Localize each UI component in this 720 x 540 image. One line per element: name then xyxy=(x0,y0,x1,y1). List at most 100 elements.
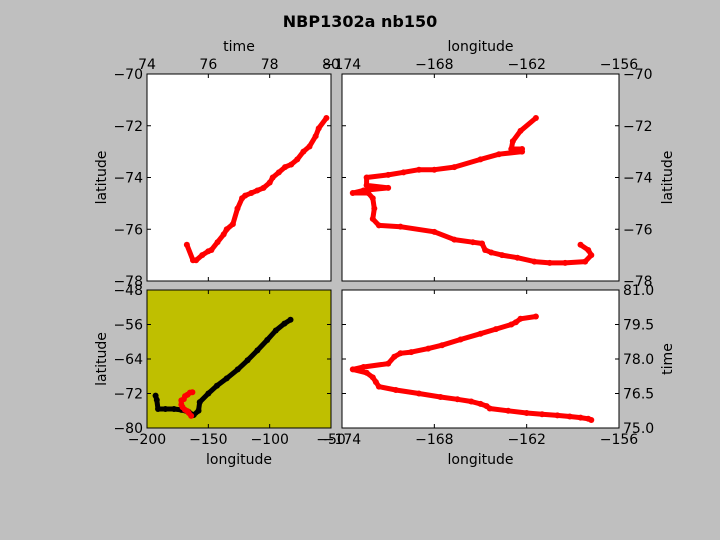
panel-overview-map: −200 −150 −100 −50 −80 −72 −64 −56 −48 longitude l… xyxy=(94,283,346,468)
data-point xyxy=(454,396,461,403)
x-tick-label: −174 xyxy=(323,432,362,448)
y-tick-label: 76.5 xyxy=(623,387,654,403)
data-point xyxy=(272,327,279,334)
data-point xyxy=(585,246,592,253)
x-tick-label: −156 xyxy=(600,57,639,73)
data-point xyxy=(400,169,407,176)
data-point xyxy=(369,195,376,202)
data-point xyxy=(517,315,524,322)
x-tick-label: −100 xyxy=(250,432,288,448)
data-point xyxy=(519,148,526,155)
data-point xyxy=(275,169,282,176)
x-tick-label: −168 xyxy=(415,57,453,73)
x-tick-label: −200 xyxy=(128,432,166,448)
x-tick-label: 76 xyxy=(199,57,217,73)
data-point xyxy=(546,259,553,266)
y-tick-label: −72 xyxy=(113,387,143,403)
data-point xyxy=(495,151,502,158)
data-point xyxy=(349,190,356,197)
data-point xyxy=(477,330,484,337)
data-point xyxy=(509,138,516,145)
data-point xyxy=(220,231,227,238)
data-point xyxy=(566,413,573,420)
data-point xyxy=(375,383,382,390)
data-point xyxy=(457,336,464,343)
data-point xyxy=(425,345,432,352)
data-point xyxy=(554,412,561,419)
data-point xyxy=(431,166,438,173)
y-axis-label: latitude xyxy=(660,151,676,205)
data-point xyxy=(508,321,515,328)
panel-time-latitude: 74 76 78 80 −78 −76 −74 −72 −70 time latitude xyxy=(94,39,340,290)
y-tick-label: −72 xyxy=(113,119,143,135)
y-tick-label: −76 xyxy=(113,222,143,238)
x-axis-label: time xyxy=(223,39,255,55)
data-point xyxy=(269,174,276,181)
y-axis-label: latitude xyxy=(94,332,110,386)
data-point xyxy=(306,143,313,150)
data-point xyxy=(264,337,271,344)
data-point xyxy=(469,239,476,246)
y-tick-label: −78 xyxy=(113,274,143,290)
data-point xyxy=(375,222,382,229)
data-point xyxy=(369,374,376,381)
y-tick-label: 75.0 xyxy=(623,421,654,437)
data-point xyxy=(588,252,595,259)
data-point xyxy=(363,174,370,181)
data-point xyxy=(371,205,378,212)
y-tick-label: −70 xyxy=(623,67,653,83)
data-point xyxy=(287,316,294,323)
data-point xyxy=(439,342,446,349)
x-tick-label: 74 xyxy=(138,57,156,73)
data-point xyxy=(360,187,367,194)
x-tick-label: −168 xyxy=(415,432,453,448)
x-tick-label: −174 xyxy=(323,57,362,73)
data-point xyxy=(162,406,169,413)
data-point xyxy=(477,156,484,163)
figure-title: NBP1302a nb150 xyxy=(283,12,437,31)
series-track xyxy=(183,114,330,264)
y-tick-label: −56 xyxy=(113,318,143,334)
data-point xyxy=(391,353,398,360)
data-point xyxy=(408,349,415,356)
x-tick-label: 80 xyxy=(322,57,340,73)
x-tick-label: −156 xyxy=(600,432,639,448)
data-point xyxy=(523,410,530,417)
plot-area xyxy=(147,74,331,281)
data-point xyxy=(451,164,458,171)
data-point xyxy=(323,114,330,121)
data-point xyxy=(282,164,288,171)
y-axis-label: latitude xyxy=(94,151,110,205)
data-point xyxy=(499,252,506,259)
data-point xyxy=(234,366,241,373)
data-point xyxy=(281,320,288,327)
data-point xyxy=(397,350,404,357)
x-axis-label: longitude xyxy=(448,452,514,468)
data-point xyxy=(360,364,367,371)
x-axis-label: longitude xyxy=(206,452,272,468)
data-point xyxy=(372,379,379,385)
data-point xyxy=(508,146,515,153)
y-tick-label: −74 xyxy=(623,171,653,187)
data-point xyxy=(479,240,486,247)
data-point xyxy=(315,125,322,132)
plot-frame xyxy=(341,289,620,429)
data-point xyxy=(195,407,202,414)
data-point xyxy=(244,357,251,364)
data-point xyxy=(170,406,177,413)
data-point xyxy=(532,114,539,121)
data-point xyxy=(300,148,307,155)
data-point xyxy=(223,375,230,382)
data-point xyxy=(294,156,301,163)
data-point xyxy=(183,241,190,248)
data-point xyxy=(199,252,206,259)
data-point xyxy=(196,399,203,406)
data-point xyxy=(365,190,372,197)
series-track xyxy=(349,114,595,266)
y-tick-label: −64 xyxy=(113,352,143,368)
plot-frame xyxy=(341,73,620,282)
plot-frame xyxy=(146,289,332,429)
data-point xyxy=(588,416,595,423)
data-point xyxy=(155,406,162,413)
y-tick-label: 81.0 xyxy=(623,283,654,299)
